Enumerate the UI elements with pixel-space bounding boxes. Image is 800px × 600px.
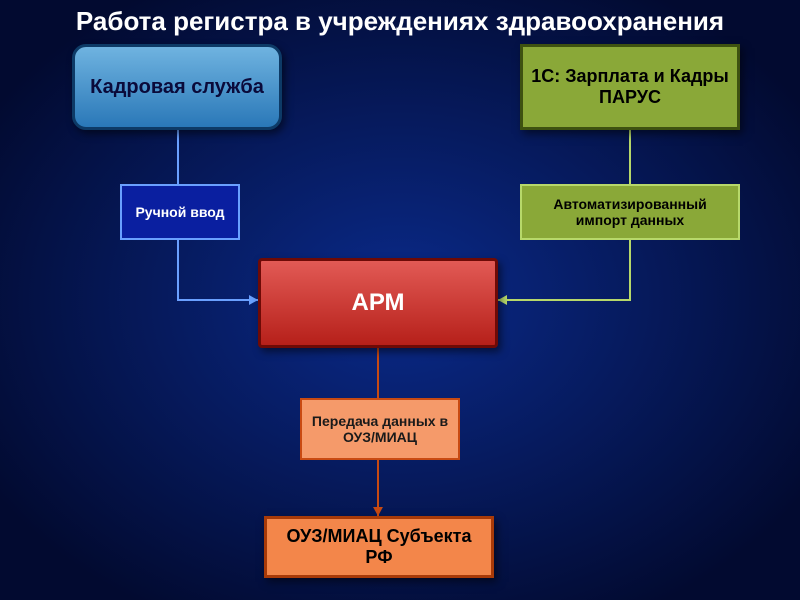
diagram-stage: Работа регистра в учреждениях здравоохра…: [0, 0, 800, 600]
node-kadrovaya-sluzhba: Кадровая служба: [72, 44, 282, 130]
node-1c-parus: 1С: Зарплата и Кадры ПАРУС: [520, 44, 740, 130]
node-auto-import: Автоматизированный импорт данных: [520, 184, 740, 240]
node-arm: АРМ: [258, 258, 498, 348]
node-ruchnoy-vvod: Ручной ввод: [120, 184, 240, 240]
node-ouz-miac: ОУЗ/МИАЦ Субъекта РФ: [264, 516, 494, 578]
node-peredacha-dannyh: Передача данных в ОУЗ/МИАЦ: [300, 398, 460, 460]
